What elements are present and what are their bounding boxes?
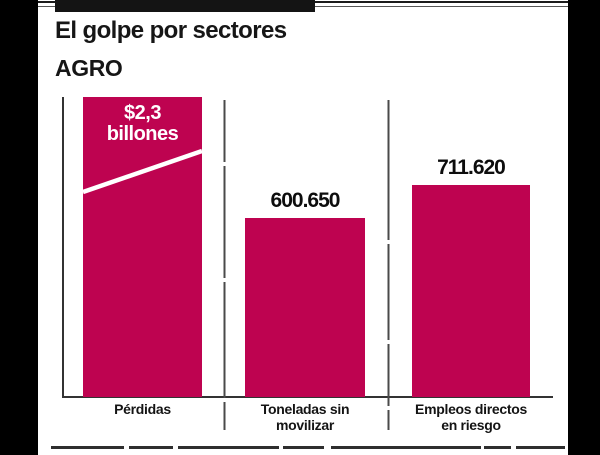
- bar-value-line-1: $2,3: [124, 102, 161, 124]
- category-line: movilizar: [276, 416, 334, 433]
- category-label-toneladas: Toneladas sin movilizar: [226, 401, 384, 433]
- top-black-bar: [55, 0, 315, 12]
- category-line: Empleos directos: [415, 401, 527, 417]
- bar-toneladas-value-label: 600.650: [270, 189, 341, 212]
- category-line: Pérdidas: [114, 401, 171, 417]
- category-label-perdidas: Pérdidas: [62, 401, 223, 418]
- bar-empleos-value-label: 711.620: [437, 156, 506, 179]
- bar-empleos: [412, 185, 530, 397]
- category-label-empleos: Empleos directos en riesgo: [391, 401, 551, 433]
- bar-toneladas: [245, 218, 365, 397]
- right-black-frame: [568, 0, 600, 455]
- category-line: Toneladas sin: [260, 401, 350, 417]
- left-black-frame: [0, 0, 38, 455]
- category-line: en riesgo: [441, 416, 501, 433]
- y-axis-line: [62, 97, 64, 398]
- chart-subtitle: AGRO: [55, 55, 123, 81]
- bar-value-line-2: billones: [106, 123, 179, 145]
- chart-title: El golpe por sectores: [55, 17, 287, 44]
- bar-perdidas: $2,3 billones: [83, 97, 202, 397]
- x-axis-line: [62, 396, 553, 398]
- bar-perdidas-value-label: $2,3 billones: [83, 103, 202, 145]
